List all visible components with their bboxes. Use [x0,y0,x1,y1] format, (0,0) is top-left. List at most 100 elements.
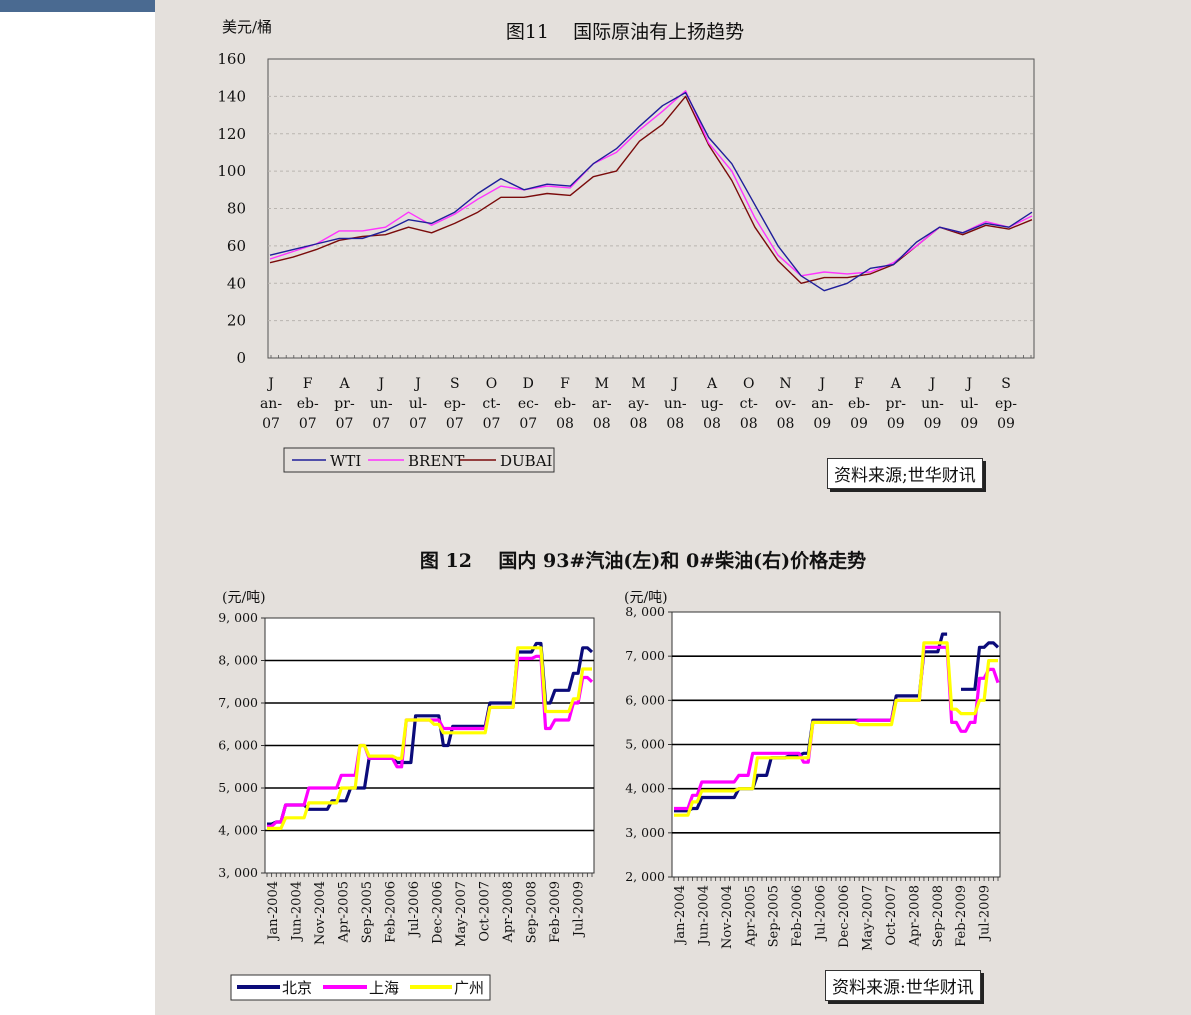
fig11-source: 资料来源;世华财讯 [827,458,983,489]
fig11-y-ticks: 0 20 40 60 80 100 120 140 160 [217,50,246,367]
fig11-x-tick-label: 07 [372,416,390,432]
fig11-x-tick-label: F [854,376,864,392]
fig12-diesel-x-tick-label: Apr-2005 [743,885,758,947]
fig12-gasoline-y-tick-label: 7, 000 [218,695,258,710]
fig11-x-tick-label: 09 [924,416,942,432]
fig11-x-tick-label: J [376,376,384,392]
fig11-x-tick-label: eb- [297,396,319,412]
fig11-x-tick-label: 09 [850,416,868,432]
fig11-y-tick-label: 0 [236,349,246,367]
fig11-x-tick-label: 08 [630,416,648,432]
fig11-x-tick-label: 09 [960,416,978,432]
fig11-series [269,90,1033,292]
fig11-x-tick-label: J [817,376,825,392]
fig12-diesel-x-tick-label: May-2007 [861,885,876,951]
fig11-x-tick-label: an- [260,396,282,412]
fig11-y-tick-label: 80 [227,200,246,218]
fig12-diesel-x-tick-label: Sep-2008 [931,885,946,947]
fig12-gasoline-series-guangzhou [267,646,592,830]
fig12-source: 资料来源:世华财讯 [825,970,981,1001]
fig11-x-tick-label: A [338,376,350,392]
fig11-x-tick-label: ep- [444,396,466,412]
fig12-diesel-y-tick-label: 4, 000 [625,781,665,796]
fig12-diesel-y-tick-label: 2, 000 [625,869,665,884]
fig12-gasoline-x-tick-label: Oct-2007 [478,881,493,942]
fig11-x-tick-label: O [743,376,754,392]
fig11-x-tick-label: 07 [446,416,464,432]
fig11-x-tick-label: S [1001,376,1011,392]
fig12-gasoline-x-tick-label: Apr-2008 [501,881,516,943]
left-margin [0,0,155,1015]
fig12-gasoline-x-tick-label: Jul-2009 [572,881,587,938]
fig12-title: 图 12 国内 93#汽油(左)和 0#柴油(右)价格走势 [420,549,866,572]
fig12-diesel-series-guangzhou [674,641,998,817]
fig12-gasoline-x-tick-label: Sep-2005 [360,881,375,943]
fig11-x-tick-label: 08 [593,416,611,432]
fig11-y-tick-label: 160 [217,50,246,68]
fig11-series-wti [269,91,1033,292]
fig12-diesel-x-tick-label: Feb-2006 [790,885,805,947]
fig11-y-unit: 美元/桶 [222,18,272,36]
fig12-gasoline-y-tick-label: 6, 000 [218,738,258,753]
fig12-gasoline-x-tick-label: Feb-2006 [384,881,399,943]
fig11-y-tick-label: 100 [217,162,246,180]
fig12-diesel-x-tick-label: Jan-2004 [673,885,688,946]
fig11-x-tick-label: pr- [334,396,355,412]
fig11-x-tick-label: ul- [960,396,978,412]
fig11-x-tick-label: J [928,376,936,392]
fig12-diesel-y-tick-label: 3, 000 [625,825,665,840]
fig11-x-tick-label: ug- [701,396,724,412]
legend-brent: BRENT [408,452,464,470]
fig11-x-tick-label: 07 [336,416,354,432]
fig11-x-tick-label: ov- [775,396,796,412]
fig12-diesel-x-tick-label: Jun-2004 [696,885,711,946]
fig11-x-tick-label: 07 [299,416,317,432]
fig11-x-tick-label: A [890,376,902,392]
fig11-x-tick-label: pr- [886,396,907,412]
fig12-diesel-y-tick-label: 8, 000 [625,604,665,619]
fig11-x-tick-label: ay- [628,396,649,412]
fig11-x-tick-label: 07 [409,416,427,432]
fig11-x-tick-label: 07 [483,416,501,432]
fig12-diesel-x-tick-label: Feb-2009 [954,885,969,947]
fig12-diesel-x-tick-label: Sep-2005 [767,885,782,947]
fig11-x-tick-label: F [303,376,313,392]
fig12-diesel-x-tick-label: Dec-2006 [837,885,852,948]
fig11-series-dubai [269,95,1033,284]
fig11-x-tick-label: un- [370,396,393,412]
fig12-gasoline-x-tick-label: Dec-2006 [431,881,446,944]
fig11-x-tick-label: an- [811,396,833,412]
fig11-x-tick-label: 07 [262,416,280,432]
fig11-x-tick-label: ar- [592,396,612,412]
fig12-diesel-chart: 2, 000 3, 000 4, 000 5, 000 6, 000 7, 000 8, 0… [625,604,1001,951]
fig11-x-tick-label: J [413,376,421,392]
fig12-gasoline-y-tick-label: 9, 000 [218,610,258,625]
fig12-diesel-y-tick-label: 7, 000 [625,648,665,663]
fig11-x-tick-label: eb- [554,396,576,412]
fig12-gasoline-x-tick-label: Sep-2008 [525,881,540,943]
fig12-gasoline-x-tick-label: Jan-2004 [266,881,281,942]
fig11-x-tick-label: M [595,376,609,392]
legend-guangzhou: 广州 [454,979,484,997]
fig12-diesel-y-tick-label: 5, 000 [625,737,665,752]
fig12-diesel-x-tick-label: Jul-2009 [978,885,993,942]
fig12-gasoline-chart: 3, 000 4, 000 5, 000 6, 000 7, 000 8, 000 9, 0… [218,610,595,947]
legend-shanghai: 上海 [369,979,399,997]
fig12-left-y-unit: (元/吨) [222,590,266,606]
fig11-legend: WTI BRENT DUBAI [283,447,555,473]
fig11-x-tick-label: un- [921,396,944,412]
fig11-x-tick-label: 07 [519,416,537,432]
fig11-x-tick-label: 08 [740,416,758,432]
fig11-x-tick-label: D [523,376,534,392]
fig11-y-tick-label: 140 [217,87,246,105]
fig11-x-tick-label: N [779,376,791,392]
fig11-x-tick-label: J [670,376,678,392]
fig11-x-tick-label: M [631,376,645,392]
fig12-diesel-x-tick-label: Nov-2004 [720,885,735,949]
fig12-gasoline-x-tick-label: Nov-2004 [313,881,328,945]
fig12-gasoline-x-tick-label: Feb-2009 [548,881,563,943]
fig12-gasoline-x-tick-label: May-2007 [454,881,469,947]
fig11-x-tick-label: S [450,376,460,392]
fig11-x-tick-label: 08 [777,416,795,432]
